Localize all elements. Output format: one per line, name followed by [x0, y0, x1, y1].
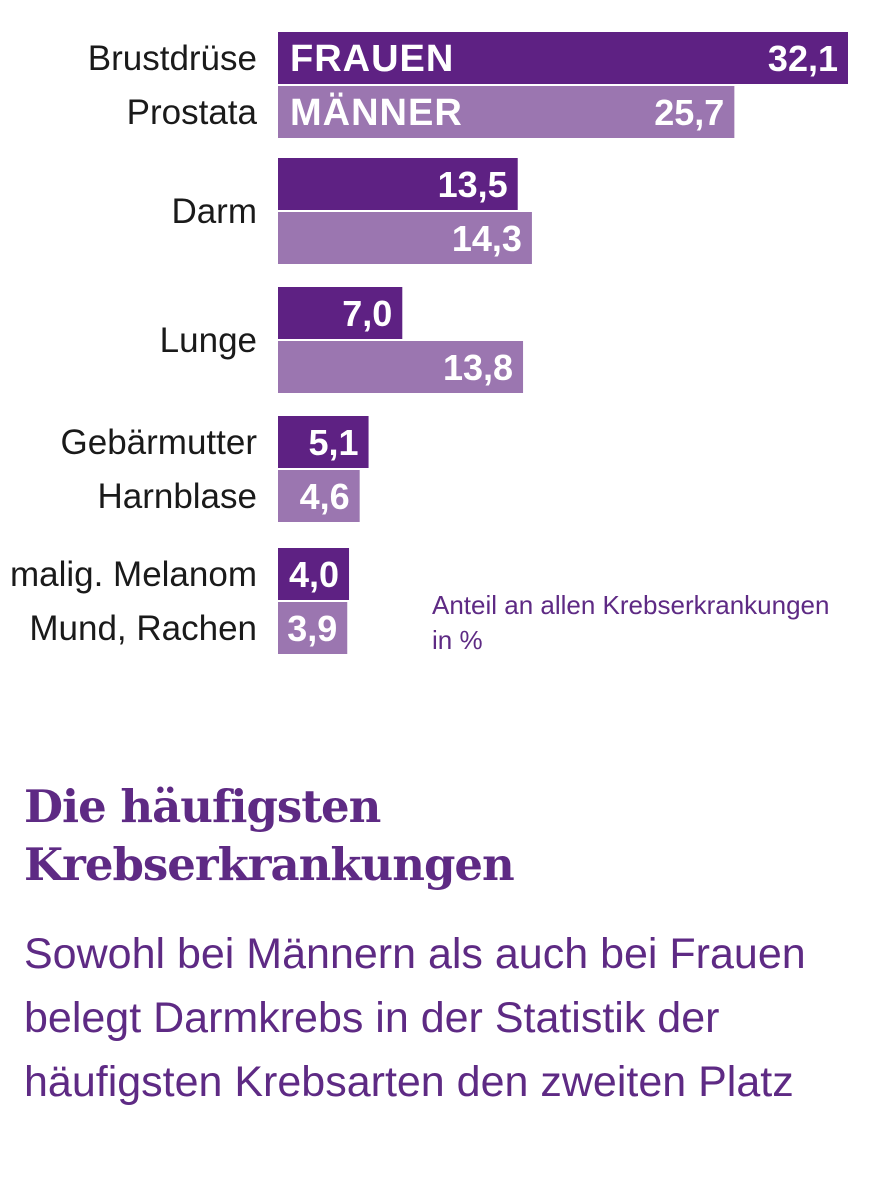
value-label-prostata-maenner: 25,7 — [654, 92, 724, 133]
value-label-mund-rachen-maenner: 3,9 — [287, 608, 337, 649]
legend-label-frauen: FRAUEN — [290, 38, 454, 80]
category-label-lunge: Lunge — [160, 321, 257, 360]
bar-lunge-maenner — [278, 341, 524, 393]
bar-malig-melanom-frauen — [278, 548, 350, 600]
value-label-lunge-frauen: 7,0 — [342, 293, 392, 334]
legend-label-maenner: MÄNNER — [290, 91, 463, 134]
bar-brustdruese-frauen — [278, 32, 848, 84]
value-label-malig-melanom-frauen: 4,0 — [289, 554, 339, 595]
value-label-harnblase-maenner: 4,6 — [300, 476, 350, 517]
value-label-gebaermutter-frauen: 5,1 — [309, 422, 359, 463]
unit-note: Anteil an allen Krebserkrankungen in % — [432, 590, 830, 655]
bar-mund-rachen-maenner — [278, 602, 348, 654]
bar-darm-frauen — [278, 158, 518, 210]
value-label-brustdruese-frauen: 32,1 — [768, 38, 838, 79]
category-label-harnblase: Harnblase — [97, 477, 257, 516]
category-label-prostata: Prostata — [127, 93, 258, 132]
category-label-brustdruese: Brustdrüse — [88, 39, 257, 78]
bar-gebaermutter-frauen — [278, 416, 369, 468]
category-label-darm: Darm — [171, 192, 257, 231]
value-label-darm-maenner: 14,3 — [452, 218, 522, 259]
bar-harnblase-maenner — [278, 470, 360, 522]
cancer-share-bar-chart: Brustdrüse 32,1 FRAUEN Prostata 25,7 MÄNNER Da… — [10, 32, 848, 654]
value-label-lunge-maenner: 13,8 — [443, 347, 513, 388]
category-label-mund-rachen: Mund, Rachen — [29, 609, 257, 648]
bar-lunge-frauen — [278, 287, 403, 339]
bar-darm-maenner — [278, 212, 532, 264]
body-text: Sowohl bei Männern als auch bei Frauen b… — [24, 930, 806, 1106]
headline: Die häufigsten Krebserkrankungen — [24, 780, 515, 891]
category-label-gebaermutter: Gebärmutter — [61, 423, 258, 462]
value-label-darm-frauen: 13,5 — [438, 164, 508, 205]
bar-prostata-maenner — [278, 86, 735, 138]
category-label-malig-melanom: malig. Melanom — [10, 555, 257, 594]
